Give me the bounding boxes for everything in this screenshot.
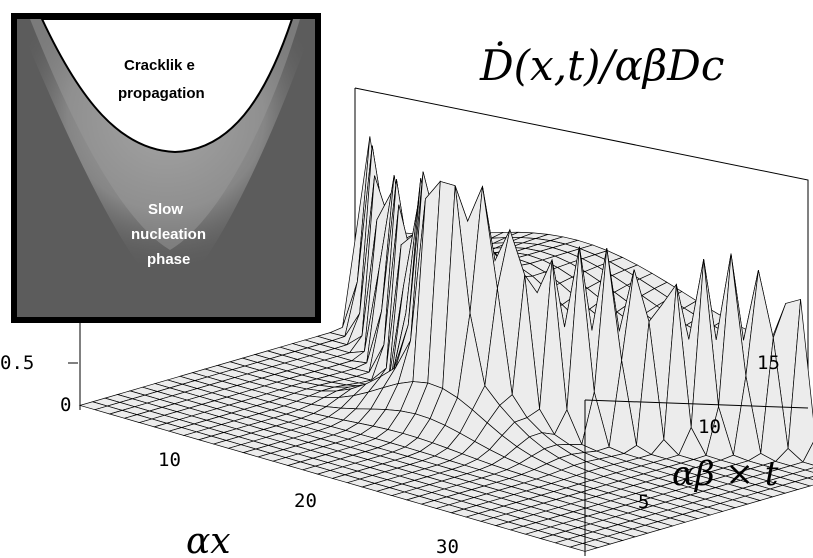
y-axis: 5 10 15 αβ × t [638, 352, 780, 513]
y-tick-label: 10 [698, 416, 721, 438]
surface-mesh [78, 136, 813, 552]
inset-label-top-2: propagation [118, 85, 205, 102]
inset-label-top-1: Cracklik e [124, 57, 195, 74]
inset-label-bottom-2: nucleation [131, 226, 206, 243]
z-tick-label: 0.5 [0, 352, 34, 374]
y-tick-label: 15 [757, 352, 780, 374]
inset-label-bottom-3: phase [147, 251, 190, 268]
inset-panel: Cracklik e propagation Slow nucleation p… [11, 13, 321, 323]
chart-title: Ḋ(x,t)/αβDc [479, 40, 724, 90]
y-tick-label: 5 [638, 491, 649, 513]
inset-label-bottom-1: Slow [148, 201, 183, 218]
z-axis: 0.5 0 [0, 352, 78, 416]
x-axis-label: αx [186, 521, 231, 558]
plot-box-front [79, 322, 809, 556]
x-tick-label: 10 [158, 449, 181, 471]
x-axis: 10 20 30 αx [158, 449, 459, 558]
surface-patch [804, 467, 813, 473]
surface-patch [806, 476, 813, 480]
x-tick-label: 20 [294, 490, 317, 512]
surface-patch [568, 543, 599, 552]
x-tick-label: 30 [436, 536, 459, 558]
y-axis-label: αβ × t [672, 454, 779, 494]
crack-region [40, 18, 294, 154]
z-tick-label: 0 [60, 394, 71, 416]
